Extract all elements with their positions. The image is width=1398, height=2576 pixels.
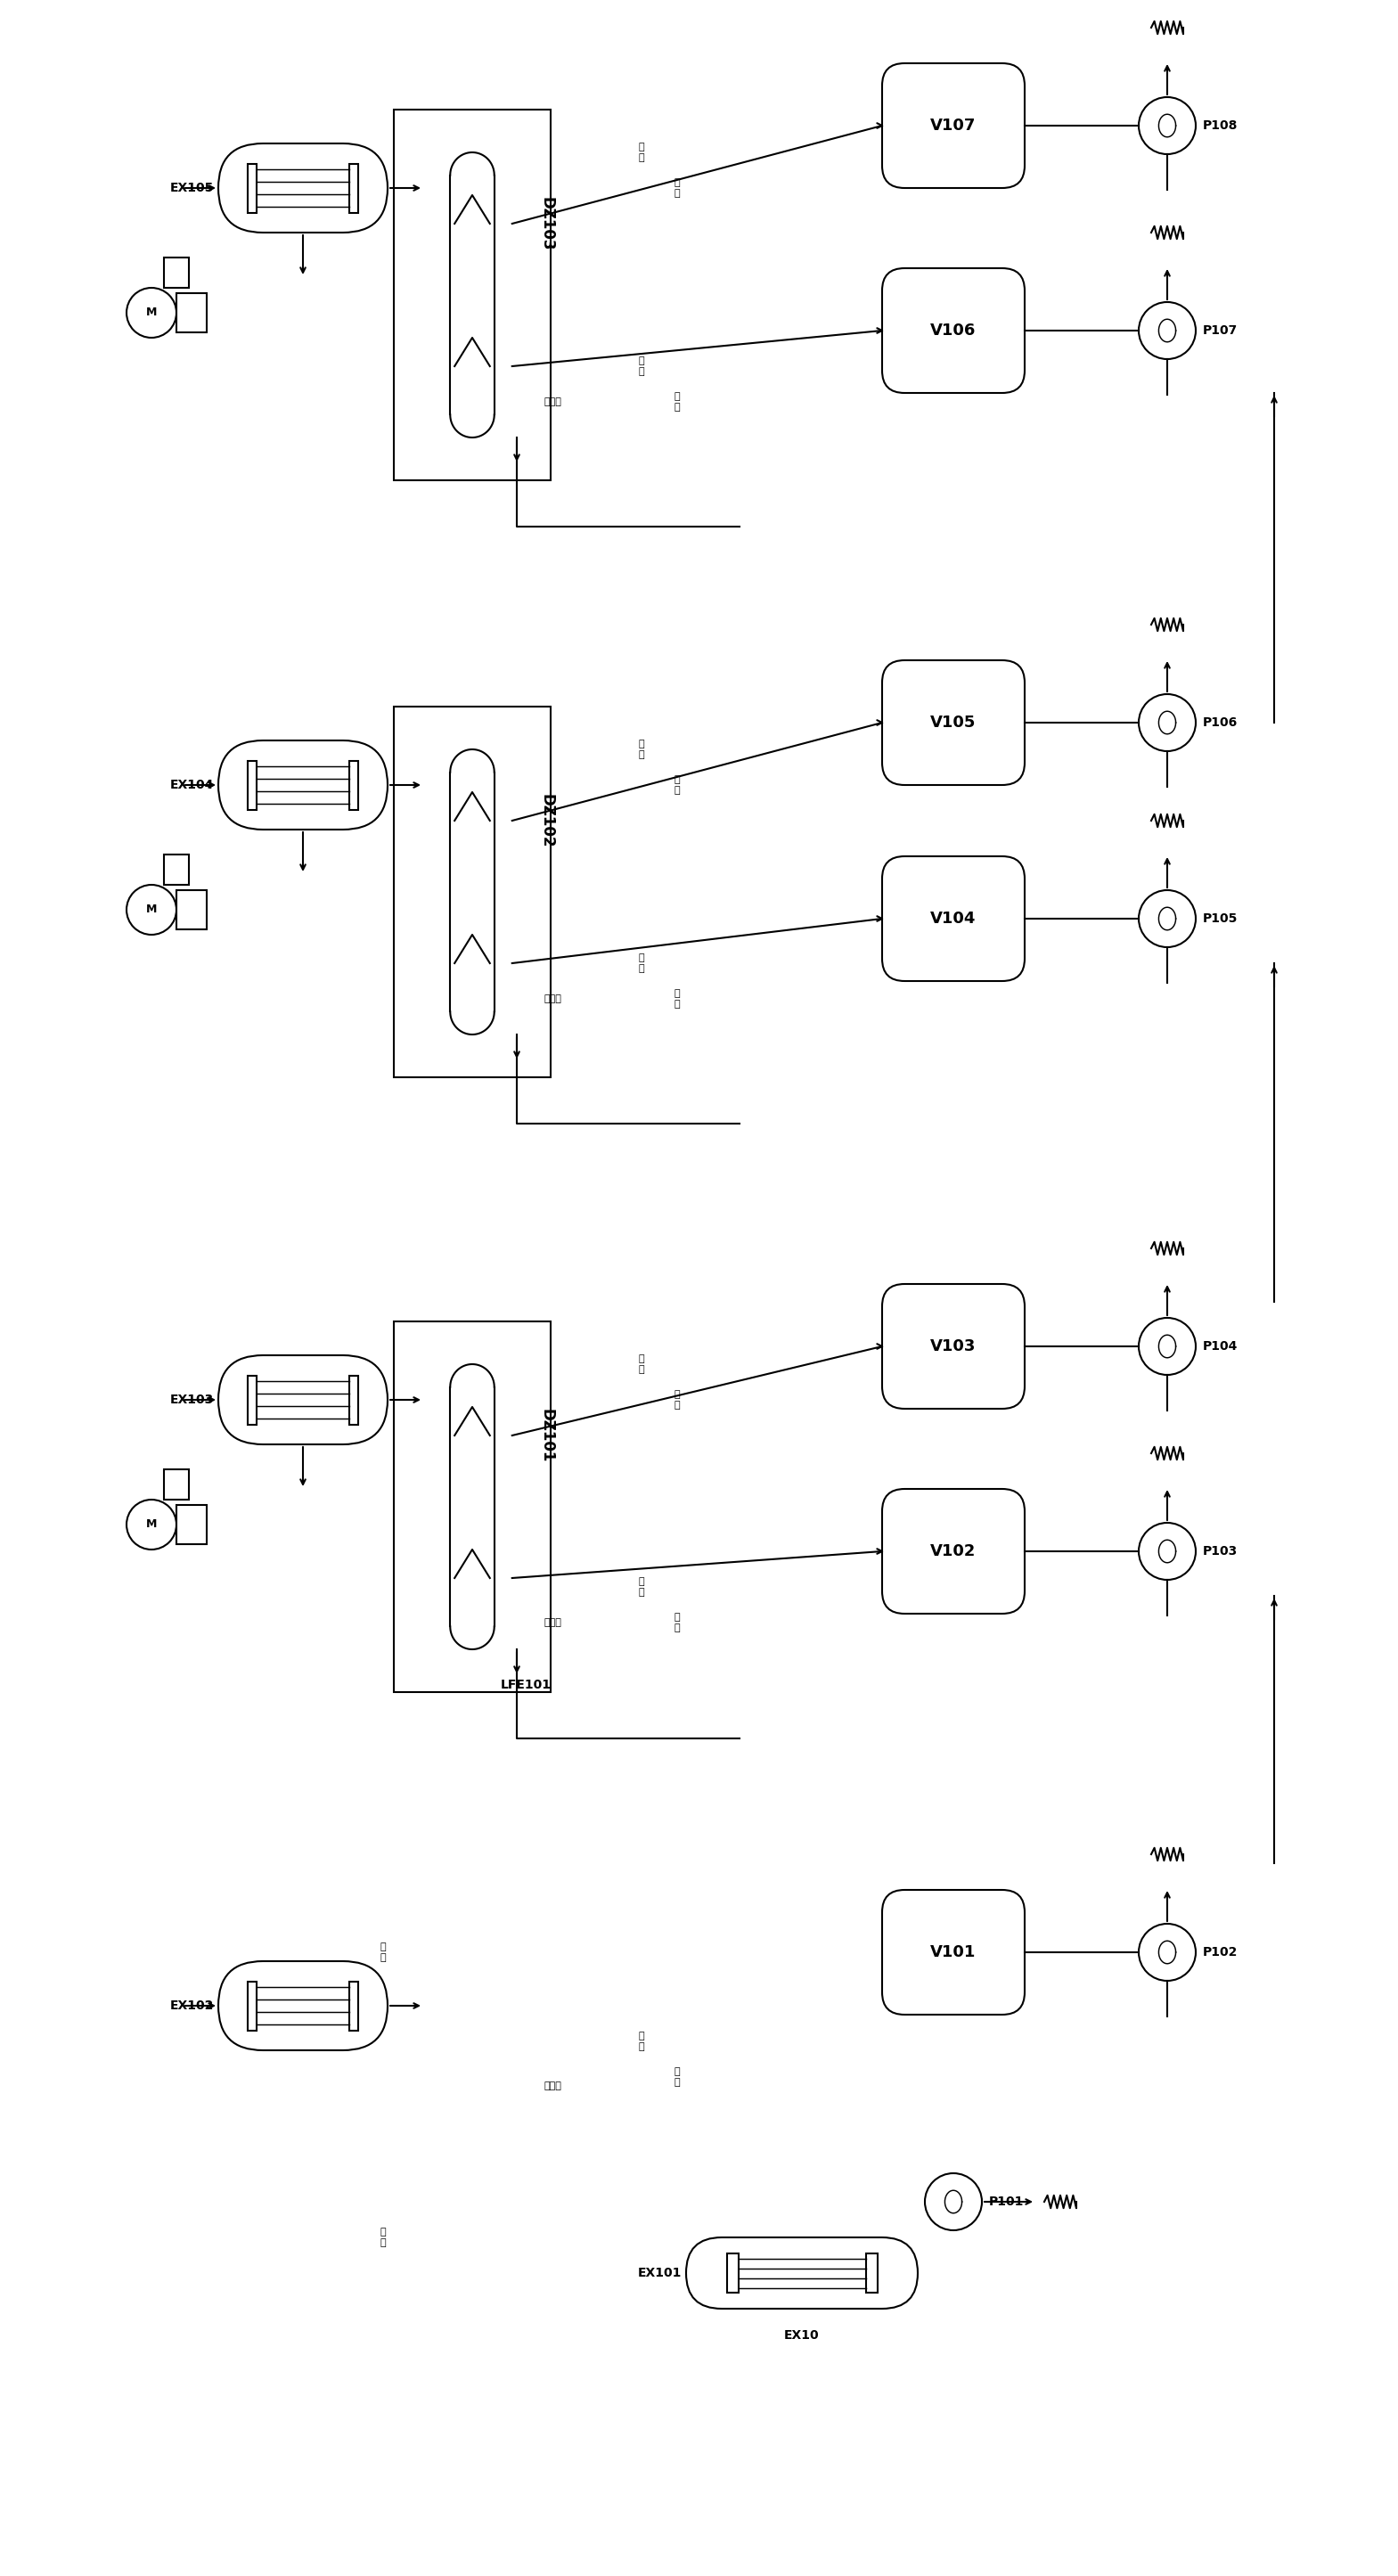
Circle shape (1139, 891, 1195, 948)
Text: EX10: EX10 (784, 2329, 819, 2342)
Text: 蒸
气: 蒸 气 (639, 1355, 644, 1373)
Text: 物出口: 物出口 (544, 994, 561, 1002)
Text: P103: P103 (1202, 1546, 1237, 1558)
Text: EX105: EX105 (169, 183, 214, 193)
Text: DZ103: DZ103 (538, 196, 555, 250)
Bar (164, 855, 189, 884)
Circle shape (1139, 98, 1195, 155)
Text: P108: P108 (1202, 118, 1239, 131)
Text: LFE101: LFE101 (500, 1680, 551, 1692)
Text: EX102: EX102 (169, 1999, 214, 2012)
Text: P105: P105 (1202, 912, 1239, 925)
Bar (865, 2254, 877, 2293)
Text: DZ102: DZ102 (538, 793, 555, 848)
Bar (394, 1321, 551, 1692)
Bar (176, 1504, 207, 1546)
Text: 蒸
气: 蒸 气 (639, 739, 644, 760)
Text: 蒸
气: 蒸 气 (639, 953, 644, 974)
Text: V102: V102 (931, 1543, 976, 1558)
Text: M: M (145, 307, 157, 319)
Text: 冷
水: 冷 水 (674, 1613, 679, 1633)
Text: P102: P102 (1202, 1945, 1239, 1958)
Text: P107: P107 (1202, 325, 1237, 337)
Text: P101: P101 (988, 2195, 1025, 2208)
Circle shape (127, 1499, 176, 1551)
FancyBboxPatch shape (686, 2239, 917, 2308)
FancyBboxPatch shape (218, 739, 387, 829)
Bar (727, 2254, 738, 2293)
Bar (164, 1471, 189, 1499)
Bar (164, 258, 189, 289)
Text: 残
油: 残 油 (380, 1942, 386, 1963)
Text: V104: V104 (931, 912, 976, 927)
Bar (247, 760, 256, 809)
FancyBboxPatch shape (218, 1355, 387, 1445)
Text: M: M (145, 904, 157, 914)
FancyBboxPatch shape (882, 1283, 1025, 1409)
Text: P104: P104 (1202, 1340, 1239, 1352)
FancyBboxPatch shape (882, 1891, 1025, 2014)
FancyBboxPatch shape (882, 64, 1025, 188)
Text: 冷
水: 冷 水 (674, 989, 679, 1007)
FancyBboxPatch shape (882, 268, 1025, 394)
Text: 冷
水: 冷 水 (674, 178, 679, 198)
Bar (394, 706, 551, 1077)
Bar (247, 1981, 256, 2030)
Text: EX103: EX103 (171, 1394, 214, 1406)
FancyBboxPatch shape (882, 855, 1025, 981)
Circle shape (1139, 301, 1195, 358)
Bar (350, 1981, 358, 2030)
Text: V106: V106 (931, 322, 976, 337)
FancyBboxPatch shape (882, 1489, 1025, 1613)
Text: 残
油: 残 油 (380, 2228, 386, 2246)
Circle shape (1139, 693, 1195, 752)
Text: EX101: EX101 (637, 2267, 682, 2280)
Bar (247, 162, 256, 211)
FancyBboxPatch shape (218, 144, 387, 232)
Text: 冷
水: 冷 水 (674, 775, 679, 793)
Text: V103: V103 (931, 1340, 976, 1355)
Text: 蒸
气: 蒸 气 (639, 355, 644, 376)
Circle shape (127, 289, 176, 337)
Text: V105: V105 (931, 714, 976, 732)
Circle shape (925, 2174, 981, 2231)
Text: 物出口: 物出口 (544, 1618, 561, 1628)
Text: 蒸
气: 蒸 气 (639, 142, 644, 162)
Text: 冷
水: 冷 水 (674, 1391, 679, 1409)
Circle shape (1139, 1319, 1195, 1376)
Text: 冷
水: 冷 水 (674, 392, 679, 412)
Text: 蒸
气: 蒸 气 (639, 1577, 644, 1597)
Text: EX104: EX104 (169, 778, 214, 791)
Bar (350, 760, 358, 809)
Circle shape (127, 884, 176, 935)
Text: 物出口: 物出口 (544, 2081, 561, 2089)
Text: V101: V101 (931, 1945, 976, 1960)
Text: V107: V107 (931, 118, 976, 134)
Circle shape (1139, 1522, 1195, 1579)
Text: 冷
水: 冷 水 (674, 2069, 679, 2087)
Bar (350, 162, 358, 211)
Circle shape (1139, 1924, 1195, 1981)
Bar (350, 1376, 358, 1425)
Bar (176, 294, 207, 332)
Bar (247, 1376, 256, 1425)
FancyBboxPatch shape (218, 1960, 387, 2050)
Text: 蒸
气: 蒸 气 (639, 2032, 644, 2050)
Text: DZ101: DZ101 (538, 1409, 555, 1463)
FancyBboxPatch shape (882, 659, 1025, 786)
Bar (394, 111, 551, 479)
Text: P106: P106 (1202, 716, 1237, 729)
Text: M: M (145, 1520, 157, 1530)
Text: 物出口: 物出口 (544, 397, 561, 407)
Bar (176, 889, 207, 930)
